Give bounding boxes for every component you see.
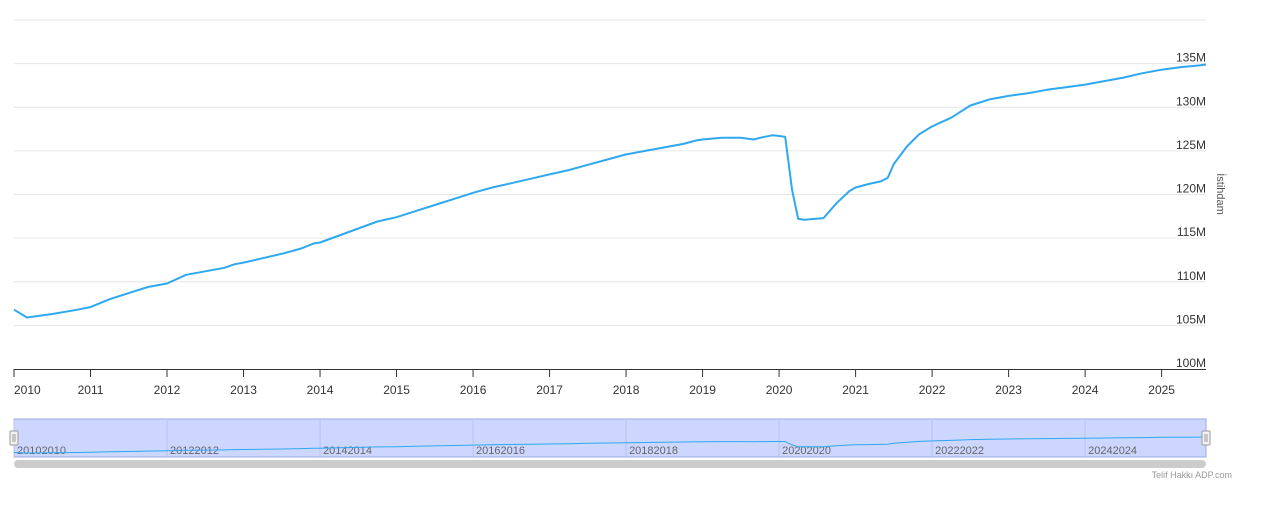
range-navigator[interactable]: 20102010 20122012 20142014 20162016 20182018… xyxy=(9,418,1211,468)
navigator-label: 20222022 xyxy=(935,445,984,457)
x-tick-label: 2011 xyxy=(78,383,104,397)
navigator-left-handle[interactable] xyxy=(9,430,19,446)
x-tick-label: 2016 xyxy=(460,383,487,397)
y-tick-label: 120M xyxy=(1176,182,1206,196)
navigator-label: 20202020 xyxy=(782,445,831,457)
navigator-right-handle[interactable] xyxy=(1201,430,1211,446)
x-tick-label: 2021 xyxy=(842,383,869,397)
x-tick-label: 2022 xyxy=(919,383,946,397)
x-tick-label: 2025 xyxy=(1148,383,1175,397)
y-tick-label: 115M xyxy=(1177,225,1206,239)
y-tick-label: 100M xyxy=(1176,356,1206,370)
x-tick-label: 2024 xyxy=(1072,383,1099,397)
credit-text[interactable]: Telif Hakkı ADP.com xyxy=(1151,470,1232,480)
y-tick-label: 110M xyxy=(1177,269,1206,283)
y-tick-label: 125M xyxy=(1176,138,1206,152)
navigator-label: 20182018 xyxy=(629,445,678,457)
x-tick-label: 2020 xyxy=(766,383,793,397)
y-tick-label: 130M xyxy=(1176,94,1206,108)
x-tick-label: 2023 xyxy=(995,383,1022,397)
x-tick-label: 2010 xyxy=(14,383,41,397)
x-tick-label: 2019 xyxy=(689,383,716,397)
x-tick-label: 2014 xyxy=(307,383,334,397)
series-line[interactable] xyxy=(13,63,1207,319)
navigator-label: 20162016 xyxy=(476,445,525,457)
navigator-scrollbar[interactable] xyxy=(14,460,1206,468)
x-tick-label: 2017 xyxy=(536,383,563,397)
x-tick-label: 2012 xyxy=(154,383,181,397)
y-tick-label: 105M xyxy=(1176,312,1206,326)
navigator-label: 20102010 xyxy=(17,445,66,457)
y-gridlines xyxy=(14,19,1206,326)
x-axis: 2010 2011 2012 2013 2014 2015 2016 2017 2018 2019… xyxy=(13,369,1206,397)
x-tick-label: 2015 xyxy=(383,383,410,397)
x-tick-label: 2018 xyxy=(613,383,640,397)
x-tick-label: 2013 xyxy=(230,383,257,397)
y-tick-labels: 100M 105M 110M 115M 120M 125M 130M 135M xyxy=(1176,51,1206,370)
navigator-series-line xyxy=(13,436,1207,454)
series-group xyxy=(13,63,1207,319)
y-axis-title: İstihdam xyxy=(1214,173,1227,215)
navigator-selection[interactable] xyxy=(13,418,1207,458)
navigator-label: 20242024 xyxy=(1088,445,1137,457)
y-tick-label: 135M xyxy=(1176,51,1206,65)
navigator-label: 20122012 xyxy=(170,445,219,457)
